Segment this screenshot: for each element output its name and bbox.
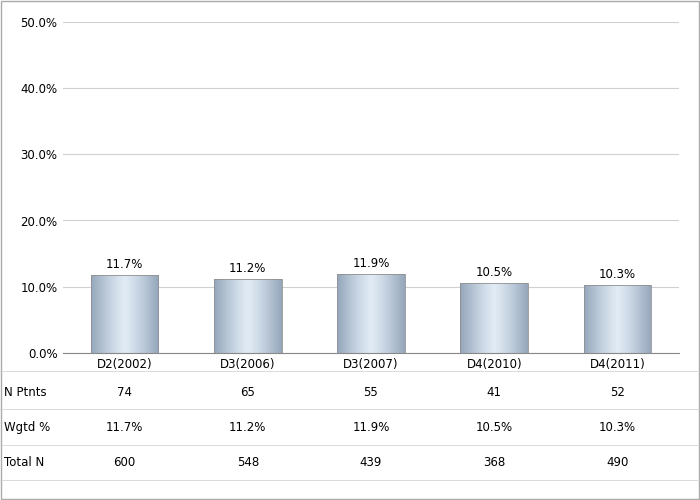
Bar — [337, 274, 405, 352]
Text: 65: 65 — [240, 386, 256, 399]
Text: 11.9%: 11.9% — [352, 257, 390, 270]
Text: 368: 368 — [483, 456, 505, 469]
Text: 41: 41 — [486, 386, 502, 399]
Text: 10.5%: 10.5% — [475, 266, 513, 279]
Text: 10.3%: 10.3% — [598, 268, 636, 280]
Text: 55: 55 — [363, 386, 379, 399]
Text: 52: 52 — [610, 386, 625, 399]
Text: 11.7%: 11.7% — [106, 421, 144, 434]
Text: 11.2%: 11.2% — [229, 262, 267, 274]
Text: 600: 600 — [113, 456, 136, 469]
Text: 548: 548 — [237, 456, 259, 469]
Text: 11.2%: 11.2% — [229, 421, 267, 434]
Text: 490: 490 — [606, 456, 629, 469]
Bar — [584, 284, 651, 352]
Text: Wgtd %: Wgtd % — [4, 421, 50, 434]
Text: 11.7%: 11.7% — [106, 258, 144, 272]
Bar — [91, 276, 158, 352]
Text: 11.9%: 11.9% — [352, 421, 390, 434]
Text: 74: 74 — [117, 386, 132, 399]
Text: 10.5%: 10.5% — [475, 421, 513, 434]
Text: Total N: Total N — [4, 456, 43, 469]
Bar — [214, 278, 281, 352]
Bar — [461, 283, 528, 352]
Text: N Ptnts: N Ptnts — [4, 386, 46, 399]
Text: 439: 439 — [360, 456, 382, 469]
Text: 10.3%: 10.3% — [598, 421, 636, 434]
